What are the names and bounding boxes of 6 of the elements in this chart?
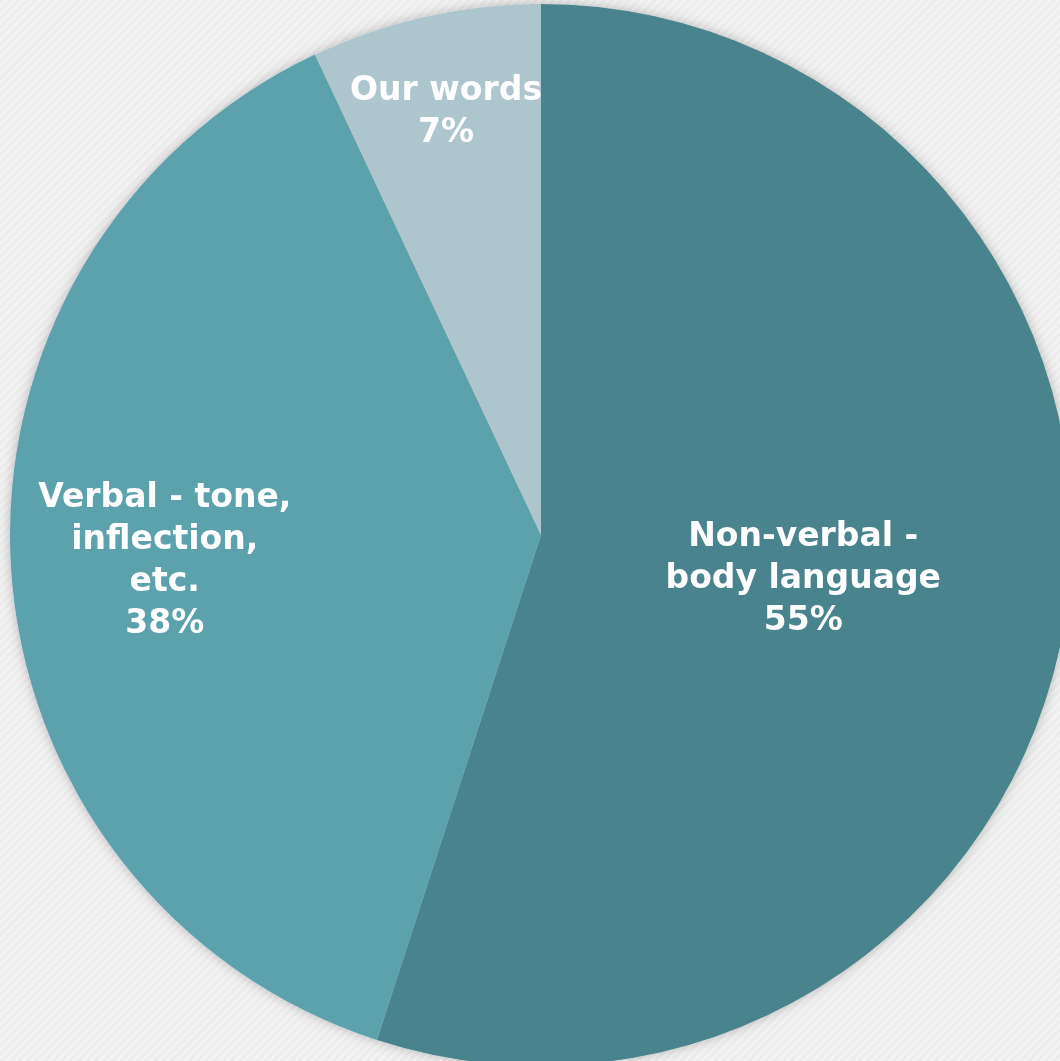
data-label: 55%: [763, 598, 843, 638]
slice-label: Our words: [350, 69, 543, 109]
data-label: 7%: [418, 111, 475, 151]
slice-label: Verbal - tone, inflection, etc.: [38, 475, 292, 599]
data-label: 38%: [125, 601, 205, 641]
slice-label: Non-verbal - body language: [665, 514, 941, 596]
